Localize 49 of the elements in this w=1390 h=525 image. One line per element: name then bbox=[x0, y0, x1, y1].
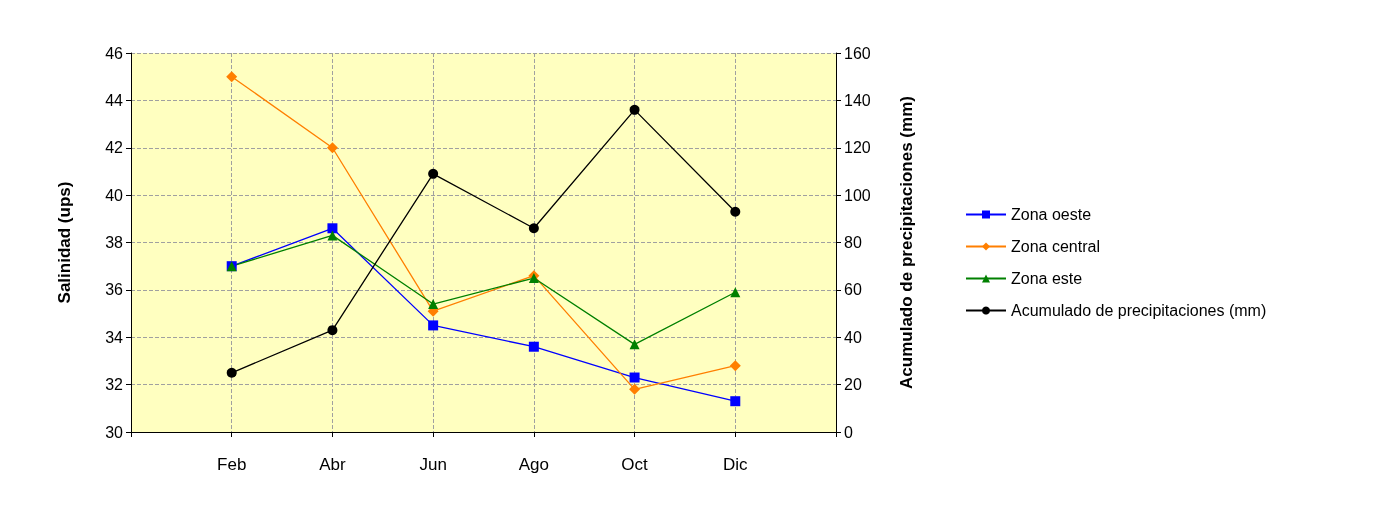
legend-label: Acumulado de precipitaciones (mm) bbox=[1011, 302, 1267, 319]
y-tick-label: 32 bbox=[105, 376, 124, 394]
y-tick-label: 36 bbox=[105, 281, 124, 299]
point bbox=[629, 339, 640, 350]
x-tick-label: Oct bbox=[621, 455, 649, 474]
point bbox=[528, 341, 539, 352]
x-tick-label: Feb bbox=[217, 455, 247, 474]
y2-tick-label: 120 bbox=[844, 139, 871, 157]
point bbox=[729, 360, 741, 372]
point bbox=[629, 372, 640, 383]
legend-label: Zona central bbox=[1011, 238, 1100, 255]
point bbox=[226, 367, 237, 378]
x-tick-label: Dic bbox=[723, 455, 749, 474]
y2-tick-label: 40 bbox=[844, 328, 862, 346]
x-tick-label: Abr bbox=[319, 455, 346, 474]
y-tick-label: 44 bbox=[105, 91, 124, 109]
point bbox=[428, 299, 439, 310]
point bbox=[730, 396, 741, 407]
point bbox=[327, 230, 338, 241]
point bbox=[428, 320, 439, 331]
y-tick-label: 34 bbox=[105, 328, 124, 346]
y2-tick-label: 140 bbox=[844, 91, 871, 109]
y-tick-label: 42 bbox=[105, 139, 124, 157]
x-tick-label: Jun bbox=[419, 455, 447, 474]
y2-tick-label: 160 bbox=[844, 44, 871, 62]
y2-tick-label: 100 bbox=[844, 186, 871, 204]
y-tick-label: 46 bbox=[105, 44, 124, 62]
y2-tick-label: 60 bbox=[844, 281, 862, 299]
point bbox=[629, 383, 641, 395]
point bbox=[327, 325, 338, 336]
y-tick-label: 30 bbox=[105, 423, 124, 441]
y2-tick-label: 0 bbox=[844, 423, 853, 441]
y2-axis-title: Acumulado de precipitaciones (mm) bbox=[897, 96, 916, 389]
point bbox=[226, 71, 238, 83]
point bbox=[327, 223, 338, 234]
x-tick-label: Ago bbox=[518, 455, 549, 474]
point bbox=[326, 142, 338, 154]
point bbox=[730, 287, 741, 298]
point bbox=[528, 223, 539, 234]
point bbox=[629, 104, 640, 115]
point bbox=[428, 168, 439, 179]
y2-tick-label: 80 bbox=[844, 234, 862, 251]
y-axis-title: Salinidad (ups) bbox=[55, 181, 74, 304]
point bbox=[730, 206, 741, 217]
y-tick-label: 40 bbox=[105, 186, 124, 204]
y-tick-label: 38 bbox=[105, 234, 124, 251]
y2-tick-label: 20 bbox=[844, 376, 862, 394]
legend-label: Zona este bbox=[1011, 270, 1083, 287]
legend-label: Zona oeste bbox=[1011, 206, 1092, 223]
